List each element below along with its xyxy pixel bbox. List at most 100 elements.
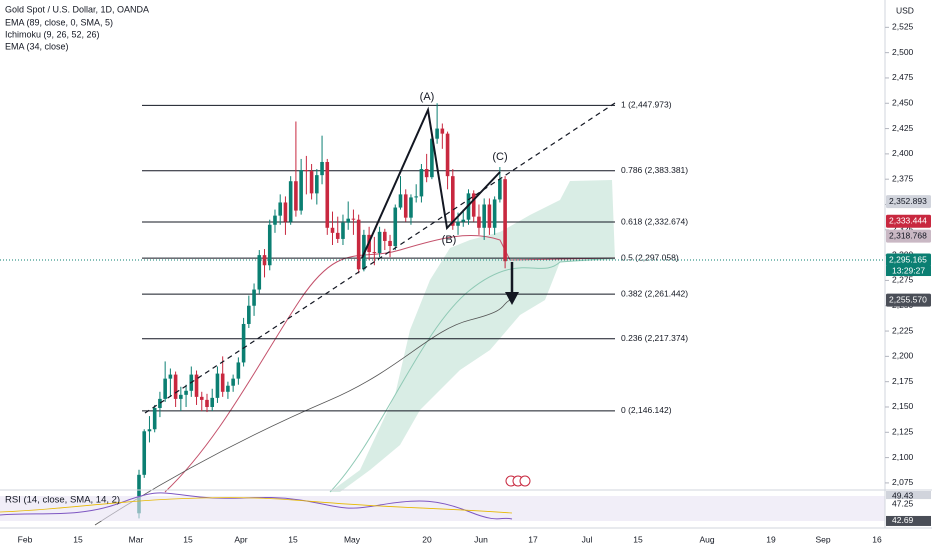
price-tag-label: 2,333.444 [889,216,927,226]
price-tag-label: 2,318.768 [889,230,927,240]
candle-body [247,305,251,324]
event-icon [519,475,531,487]
candle-body [440,128,445,134]
candle-body [477,216,481,228]
y-tick-label: 2,475 [892,72,914,82]
y-tick-label: 2,125 [892,427,914,437]
fib-label: 0.236 (2,217.374) [621,333,688,343]
candle-body [267,224,272,266]
price-tag-label: 2,255.570 [889,294,927,304]
candle-body [236,362,241,379]
candle-body [398,194,403,208]
y-tick-label: 2,275 [892,275,914,285]
candle-body [283,202,288,222]
candle-body [273,215,277,225]
candle-body [341,222,345,239]
rsi-tag-label: 42.69 [892,515,914,525]
candle-body [320,161,324,176]
candle-body [409,197,413,218]
y-tick-label: 2,200 [892,351,914,361]
candles [0,103,885,519]
x-tick-label: May [344,534,361,544]
rsi-tag-label: 49.43 [892,490,914,500]
candle-body [226,385,230,392]
price-pane [94,180,616,526]
y-tick-label: 2,175 [892,376,914,386]
price-tag [886,253,931,267]
x-tick-label: Sep [815,534,830,544]
candle-body [403,194,408,218]
candle-body [372,252,377,254]
trend-line [144,102,616,414]
ichimoku-cloud [330,180,615,492]
price-tag [886,229,931,243]
indicator-label: EMA (89, close, 0, SMA, 5) [5,17,113,27]
candle-body [445,133,450,177]
y-tick-label: 2,500 [892,47,914,57]
rsi-tag [886,515,931,526]
candle-body [383,231,387,241]
candle-body [471,193,476,217]
y-tick-label: 2,325 [892,224,914,234]
candle-body [346,218,350,223]
candle-body [294,181,298,211]
rsi-pane: RSI (14, close, SMA, 14, 2) [0,489,932,521]
y-tick-label: 2,100 [892,452,914,462]
event-icons [505,475,531,487]
x-tick-label: Jun [474,534,488,544]
candle-body [142,431,147,475]
candle-body [456,221,460,226]
candle-body [137,474,141,514]
arrow-head [505,292,519,305]
drawings: (A) (B) (C) [144,91,616,487]
price-tag [886,293,931,307]
candle-body [487,204,492,228]
y-tick-label: 2,075 [892,477,914,487]
x-tick-label: 17 [528,534,538,544]
x-tick-label: Jul [582,534,593,544]
rsi-tag [886,491,931,501]
candle-body [231,378,235,386]
candle-body [210,397,215,407]
rsi-label: RSI (14, close, SMA, 14, 2) [5,495,120,506]
candle-body [158,398,162,408]
y-tick-label: 2,450 [892,98,914,108]
fib-retracement: 1 (2,447.973) 0.786 (2,383.381) 0.618 (2,3… [142,100,688,415]
candle-body [335,232,340,239]
x-tick-label: Aug [699,534,714,544]
x-tick-label: Apr [234,534,247,544]
y-tick-label: 2,425 [892,123,914,133]
candle-body [419,169,424,197]
fib-label: 0.382 (2,261.442) [621,288,688,298]
price-axis: USD 2,075 2,100 2,125 2,150 2,175 2,200 2,225 2… [884,0,931,528]
candle-body [351,218,356,220]
y-tick-label: 2,225 [892,325,914,335]
y-tick-label: 2,150 [892,401,914,411]
candle-body [278,202,283,216]
candle-body [492,199,497,228]
indicator-label: Ichimoku (9, 26, 52, 26) [5,29,100,39]
wave-label: (A) [420,91,435,103]
rsi-line [0,492,513,520]
candle-body [173,374,178,399]
x-tick-label: 20 [422,534,432,544]
x-tick-label: Mar [129,534,144,544]
candle-body [147,429,152,432]
candle-body [194,374,199,397]
candle-body [299,170,303,211]
candle-body [325,161,330,228]
candle-body [163,378,167,399]
candle-body [393,207,398,247]
y-tick-label: 2,525 [892,22,914,32]
candle-body [315,175,319,194]
time-axis: Feb 15 Mar 15 Apr 15 May 20 Jun 17 Jul 15 Aug 19 Sep 16 [0,527,932,544]
price-tag-label: 2,295.165 [889,254,927,264]
wave-label: (C) [492,151,507,163]
fib-label: 0 (2,146.142) [621,405,672,415]
fib-label: 0.618 (2,332.674) [621,216,688,226]
candle-body [482,204,486,228]
candle-body [199,396,204,400]
x-tick-label: 15 [288,534,298,544]
candle-body [257,255,262,290]
